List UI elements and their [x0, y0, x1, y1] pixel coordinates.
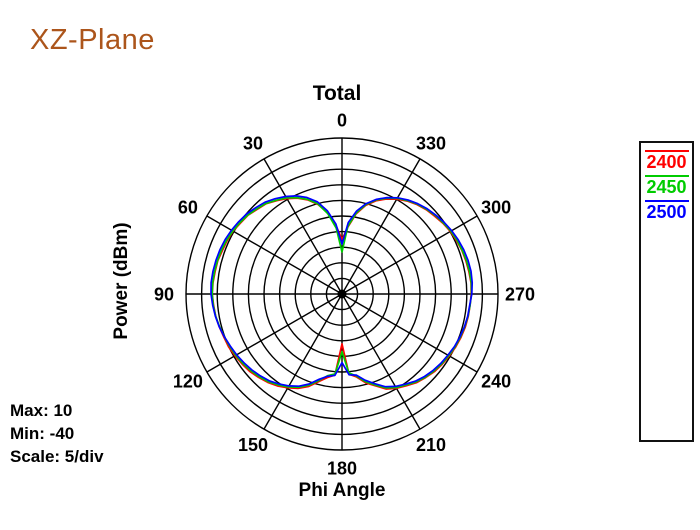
- legend-label-2450: 2450: [646, 177, 687, 197]
- series-curve-2450: [211, 196, 473, 389]
- grid-ring: [278, 230, 406, 358]
- grid-ring: [310, 262, 374, 326]
- grid-ring: [185, 137, 499, 451]
- legend-entry-2450: 2450: [641, 175, 692, 197]
- legend-line-swatch-2400: [644, 150, 689, 152]
- scale-value-label: Scale: 5/div: [10, 447, 104, 466]
- x-axis-label: Phi Angle: [298, 480, 386, 501]
- chart-title: Total: [312, 82, 362, 105]
- angle-tick-label: 0: [337, 110, 347, 130]
- angle-tick-label: 30: [243, 134, 263, 154]
- y-axis-label: Power (dBm): [111, 222, 132, 340]
- scale-info-block: Max: 10 Min: -40 Scale: 5/div: [10, 399, 104, 468]
- grid-ring: [325, 277, 359, 311]
- max-value-label: Max: 10: [10, 401, 73, 420]
- angle-tick-label: 210: [416, 435, 446, 455]
- page-title: XZ-Plane: [30, 24, 155, 56]
- angle-tick-label: 180: [327, 458, 357, 478]
- legend-label-2500: 2500: [646, 202, 687, 222]
- legend: 2400 2450 2500: [639, 141, 694, 442]
- grid-ring: [232, 184, 452, 404]
- angle-tick-label: 150: [238, 435, 268, 455]
- angle-tick-label: 240: [481, 371, 511, 391]
- grid-ring: [294, 246, 390, 342]
- legend-label-2400: 2400: [646, 152, 687, 172]
- angle-tick-label: 300: [481, 197, 511, 217]
- series-curve-2500: [210, 195, 474, 388]
- angle-tick-label: 60: [178, 197, 198, 217]
- legend-entry-2400: 2400: [641, 150, 692, 172]
- legend-entry-2500: 2500: [641, 200, 692, 222]
- angle-tick-label: 90: [154, 284, 174, 304]
- legend-line-swatch-2500: [644, 200, 689, 202]
- angle-tick-label: 120: [173, 371, 203, 391]
- center-dot: [337, 289, 347, 299]
- grid-ring: [247, 199, 437, 389]
- legend-line-swatch-2450: [644, 175, 689, 177]
- grid-ring: [216, 168, 468, 420]
- grid-ring: [200, 152, 484, 436]
- angle-tick-label: 330: [416, 134, 446, 154]
- min-value-label: Min: -40: [10, 424, 75, 443]
- grid-ring: [263, 215, 421, 373]
- angle-tick-label: 270: [505, 284, 535, 304]
